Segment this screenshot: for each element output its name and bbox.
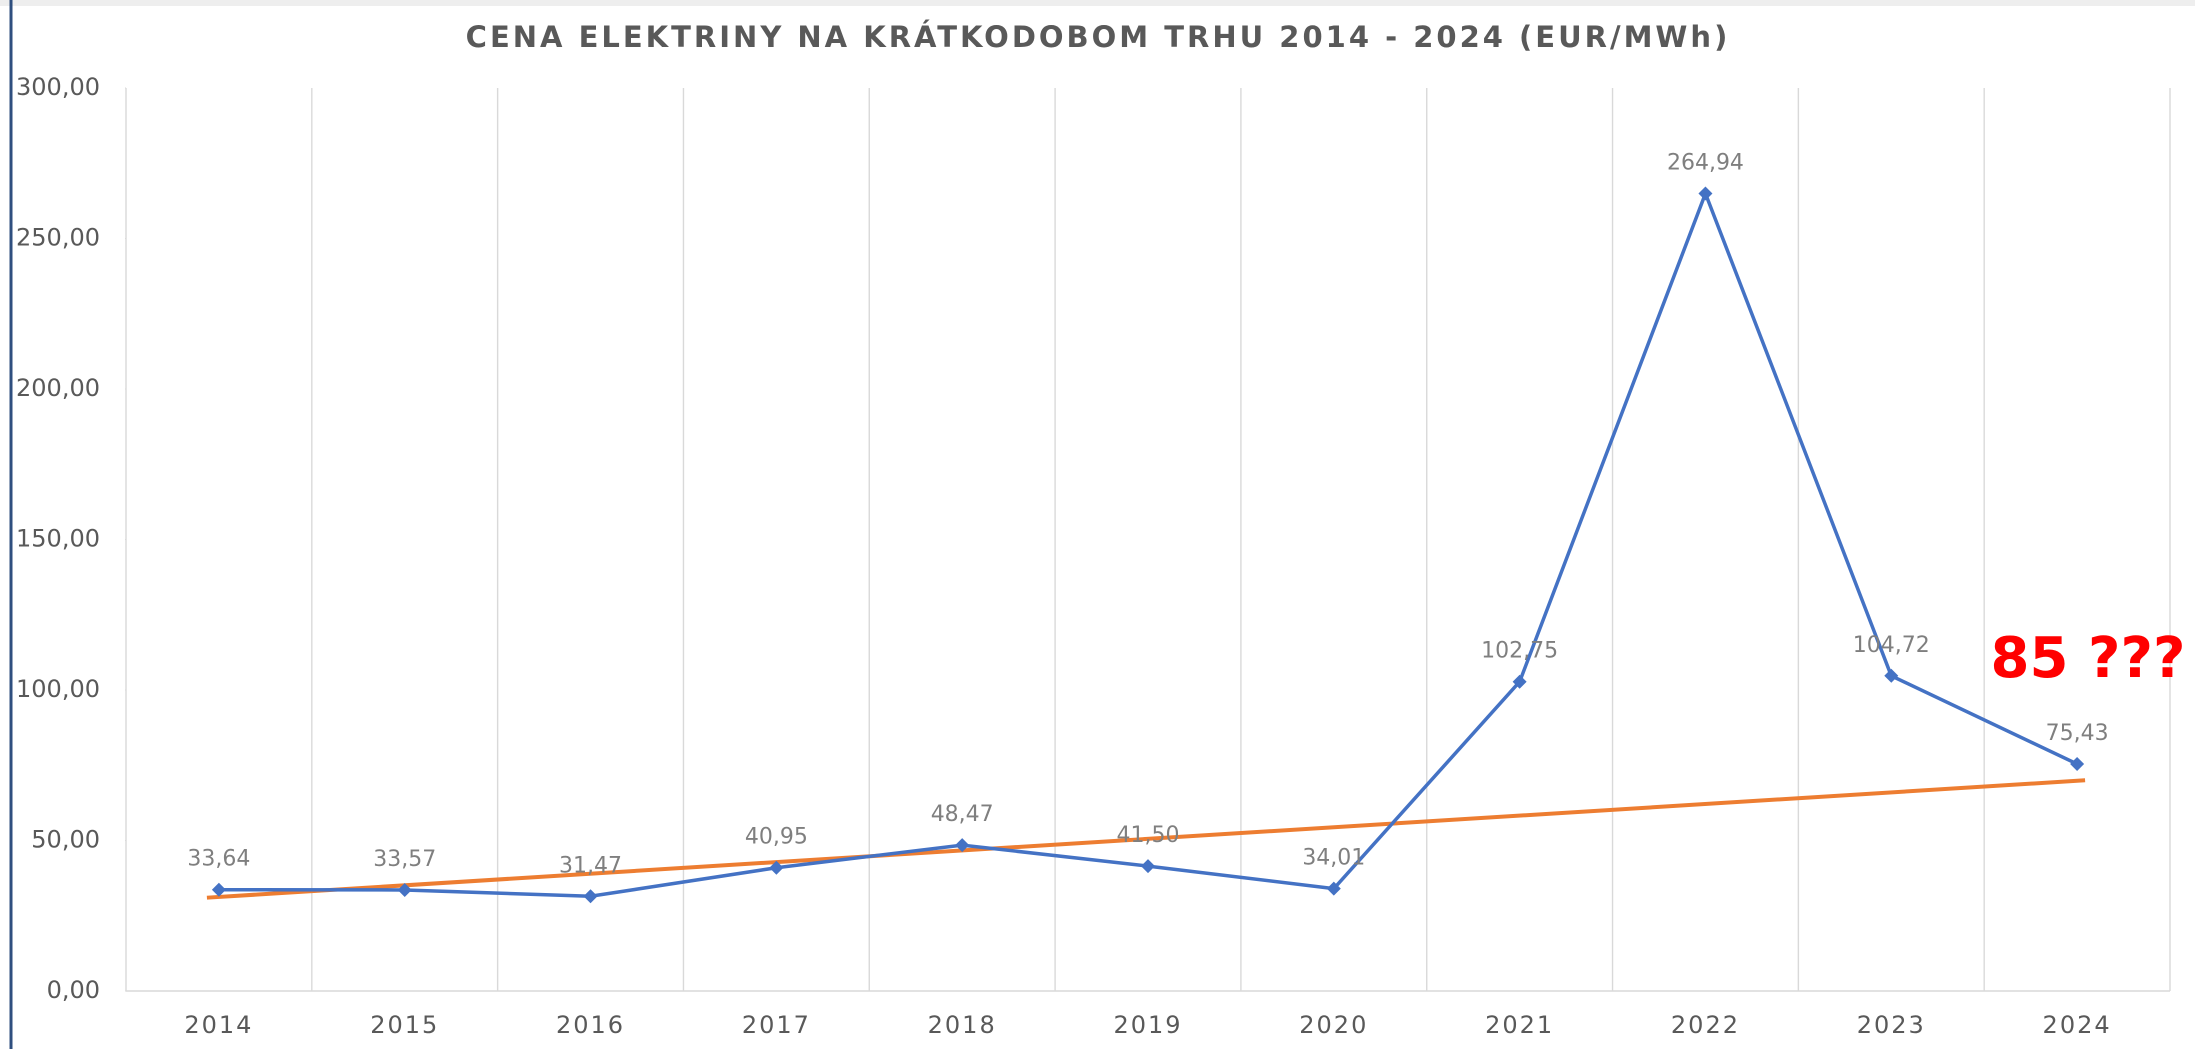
marker [583,889,598,904]
x-tick-label: 2017 [742,1011,811,1039]
data-label: 102,75 [1481,639,1558,664]
y-tick-label: 0,00 [47,976,100,1004]
data-label: 40,95 [745,825,808,850]
x-tick-label: 2024 [2043,1011,2112,1039]
data-label: 48,47 [931,802,994,827]
y-tick-label: 100,00 [16,675,100,703]
x-tick-label: 2022 [1671,1011,1740,1039]
data-label: 34,01 [1302,846,1365,871]
marker [1141,859,1155,874]
x-tick-label: 2016 [556,1011,625,1039]
marker [769,860,784,875]
y-tick-label: 150,00 [16,525,100,553]
x-tick-label: 2021 [1485,1011,1554,1039]
data-label: 31,47 [559,853,622,878]
data-label: 41,50 [1117,823,1180,848]
trend-line [206,778,2086,900]
top-strip [0,0,2195,6]
y-tick-label: 250,00 [16,224,100,252]
marker [1884,668,1899,683]
marker [211,882,226,897]
marker [2070,756,2085,771]
marker [1326,881,1341,896]
data-label: 264,94 [1667,151,1744,176]
chart-title: CENA ELEKTRINY NA KRÁTKODOBOM TRHU 2014 … [466,20,1731,54]
x-tick-label: 2014 [184,1011,253,1039]
annotation: 85 ??? [1991,626,2186,691]
y-tick-label: 200,00 [16,374,100,402]
marker [1698,186,1713,201]
y-tick-label: 300,00 [16,73,100,101]
x-tick-label: 2015 [370,1011,439,1039]
marker [955,838,970,853]
x-tick-label: 2020 [1299,1011,1368,1039]
data-label: 33,57 [373,847,436,872]
y-tick-label: 50,00 [31,826,100,854]
marker [1512,674,1527,689]
data-label: 104,72 [1853,633,1930,658]
x-tick-label: 2018 [928,1011,997,1039]
marker [397,882,412,897]
x-tick-label: 2019 [1113,1011,1182,1039]
data-label: 33,64 [187,847,250,872]
data-label: 75,43 [2046,721,2109,746]
x-tick-label: 2023 [1857,1011,1926,1039]
